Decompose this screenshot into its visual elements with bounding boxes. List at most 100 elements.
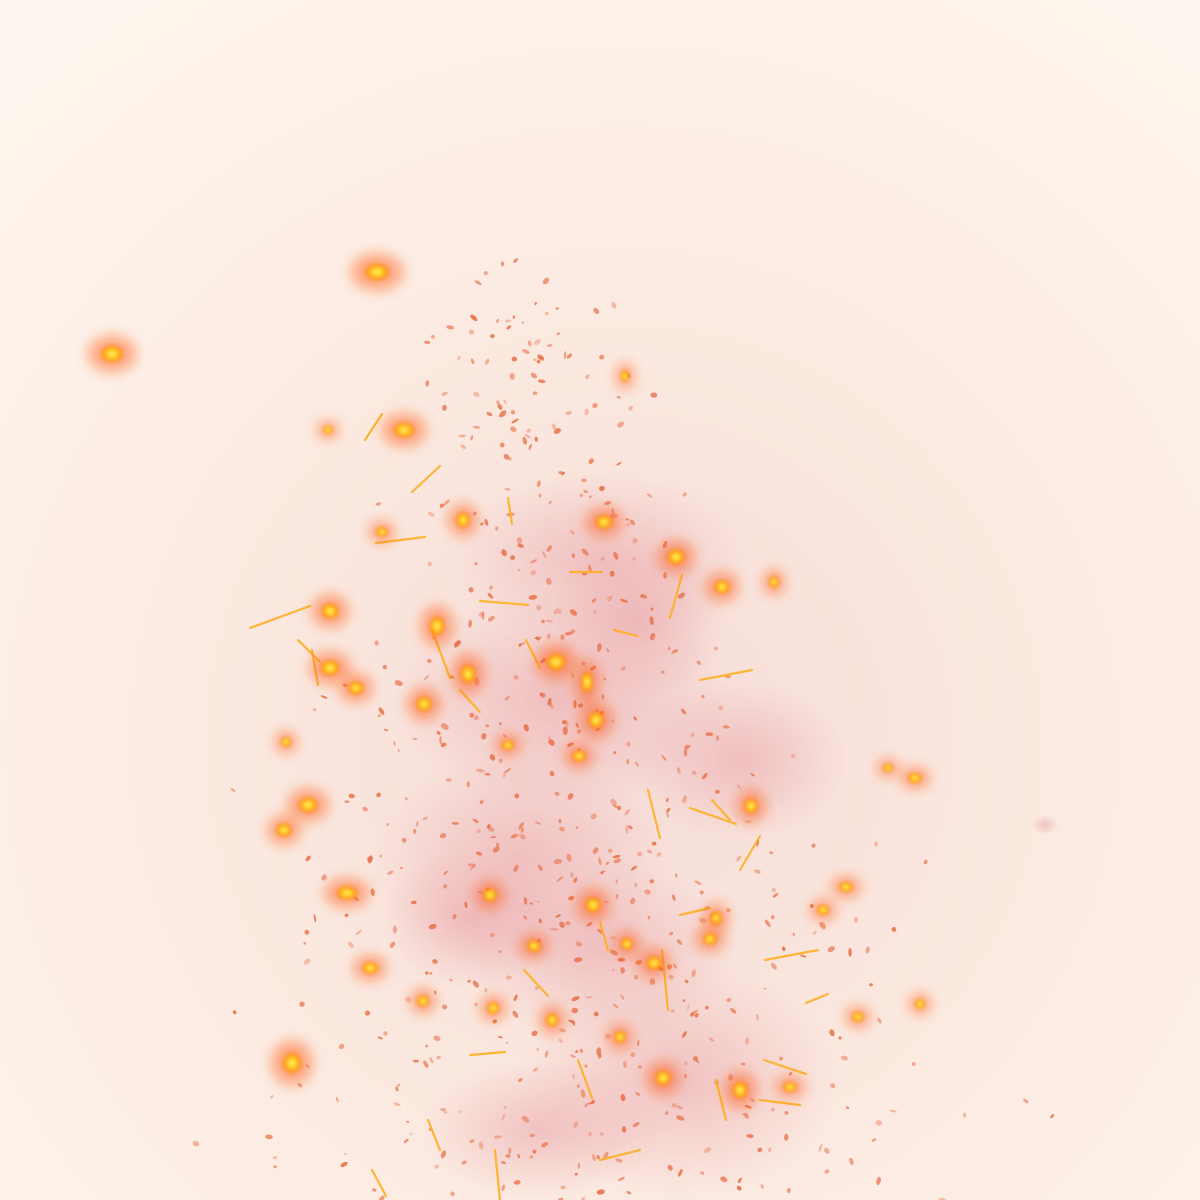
ember-fleck (869, 983, 873, 987)
ember-fleck (818, 1143, 823, 1152)
ember-fleck (460, 444, 466, 450)
ember-fleck (668, 974, 674, 980)
ember-fleck (541, 551, 547, 558)
ember-fleck (575, 1050, 578, 1054)
ember-fleck (541, 619, 545, 624)
smoke-layer (370, 470, 1059, 1200)
ember-fleck (445, 778, 452, 782)
ember-fleck (457, 355, 461, 361)
glowing-ember (615, 362, 635, 390)
ember-fleck (510, 426, 517, 432)
ember-fleck (646, 493, 653, 498)
glowing-ember (809, 898, 837, 922)
ember-fleck (549, 770, 555, 777)
ember-fleck (591, 598, 597, 603)
ember-fleck (425, 380, 430, 387)
ember-fleck (684, 979, 689, 984)
ember-fleck (453, 640, 461, 648)
ember-fleck (530, 559, 538, 564)
spark-streak (804, 992, 830, 1005)
ember-fleck (503, 770, 507, 779)
ember-fleck (684, 1061, 688, 1066)
ember-fleck (505, 1154, 511, 1158)
glowing-ember (352, 954, 388, 982)
ember-fleck (533, 358, 537, 362)
ember-fleck (650, 607, 654, 611)
glowing-ember (419, 605, 455, 647)
glowing-ember (450, 653, 486, 695)
ember-fleck (772, 893, 779, 898)
spark-streak (478, 599, 530, 607)
ember-fleck (495, 526, 499, 531)
ember-fleck (669, 932, 674, 936)
ember-fleck (429, 972, 433, 975)
ember-core (319, 659, 341, 677)
ember-fleck (467, 979, 471, 983)
glowing-ember (702, 902, 730, 934)
ember-fleck (459, 1110, 462, 1114)
ember-fleck (596, 1154, 600, 1160)
ember-fleck (676, 1115, 685, 1121)
ember-core (613, 1030, 627, 1044)
glowing-ember (311, 593, 349, 629)
ember-fleck (599, 485, 605, 492)
ember-fleck (617, 421, 625, 428)
ember-fleck (469, 1139, 475, 1144)
ember-fleck (484, 518, 489, 526)
glowing-ember (474, 879, 506, 911)
ember-fleck (591, 1154, 597, 1162)
ember-fleck (413, 828, 417, 834)
ember-fleck (523, 897, 528, 905)
ember-fleck (599, 354, 605, 360)
ember-fleck (586, 921, 593, 927)
ember-fleck (500, 261, 504, 267)
ember-fleck (509, 373, 515, 380)
ember-fleck (449, 978, 453, 982)
ember-fleck (513, 674, 519, 680)
glowing-ember (409, 987, 437, 1015)
ember-fleck (530, 372, 538, 379)
ember-core (320, 602, 340, 620)
ember-fleck (556, 876, 564, 882)
ember-fleck (593, 610, 596, 614)
ember-fleck (484, 773, 491, 776)
ember-fleck (564, 631, 574, 636)
ember-core (392, 421, 416, 439)
ember-fleck (480, 522, 484, 526)
ember-fleck (469, 712, 475, 718)
ember-fleck (579, 1048, 583, 1053)
ember-fleck (338, 1043, 345, 1050)
ember-fleck (545, 578, 552, 585)
ember-fleck (588, 495, 593, 499)
ember-fleck (378, 1195, 385, 1200)
ember-fleck (606, 648, 610, 653)
ember-fleck (596, 1189, 605, 1195)
ember-fleck (800, 954, 807, 958)
spark-streak (363, 412, 384, 442)
ember-fleck (874, 841, 878, 847)
ember-core (486, 1001, 500, 1015)
ember-fleck (425, 971, 429, 975)
ember-core (335, 885, 359, 901)
ember-fleck (664, 1111, 669, 1115)
ember-fleck (601, 871, 604, 875)
ember-fleck (402, 837, 407, 843)
ember-fleck (604, 501, 612, 505)
ember-fleck (681, 1031, 687, 1038)
ember-fleck (442, 1004, 448, 1010)
ember-fleck (638, 1065, 642, 1069)
ember-fleck (838, 1036, 842, 1040)
ember-fleck (709, 1037, 714, 1042)
ember-fleck (755, 1014, 760, 1021)
ember-fleck (620, 994, 625, 1000)
ember-core (297, 796, 319, 814)
ember-fleck (665, 809, 670, 819)
ember-fleck (377, 714, 381, 718)
ember-fleck (562, 726, 568, 736)
ember-fleck (506, 325, 511, 330)
ember-fleck (409, 1132, 412, 1136)
glowing-ember (575, 887, 611, 923)
glowing-ember (447, 502, 479, 538)
ember-fleck (792, 933, 796, 936)
ember-core (838, 881, 854, 893)
